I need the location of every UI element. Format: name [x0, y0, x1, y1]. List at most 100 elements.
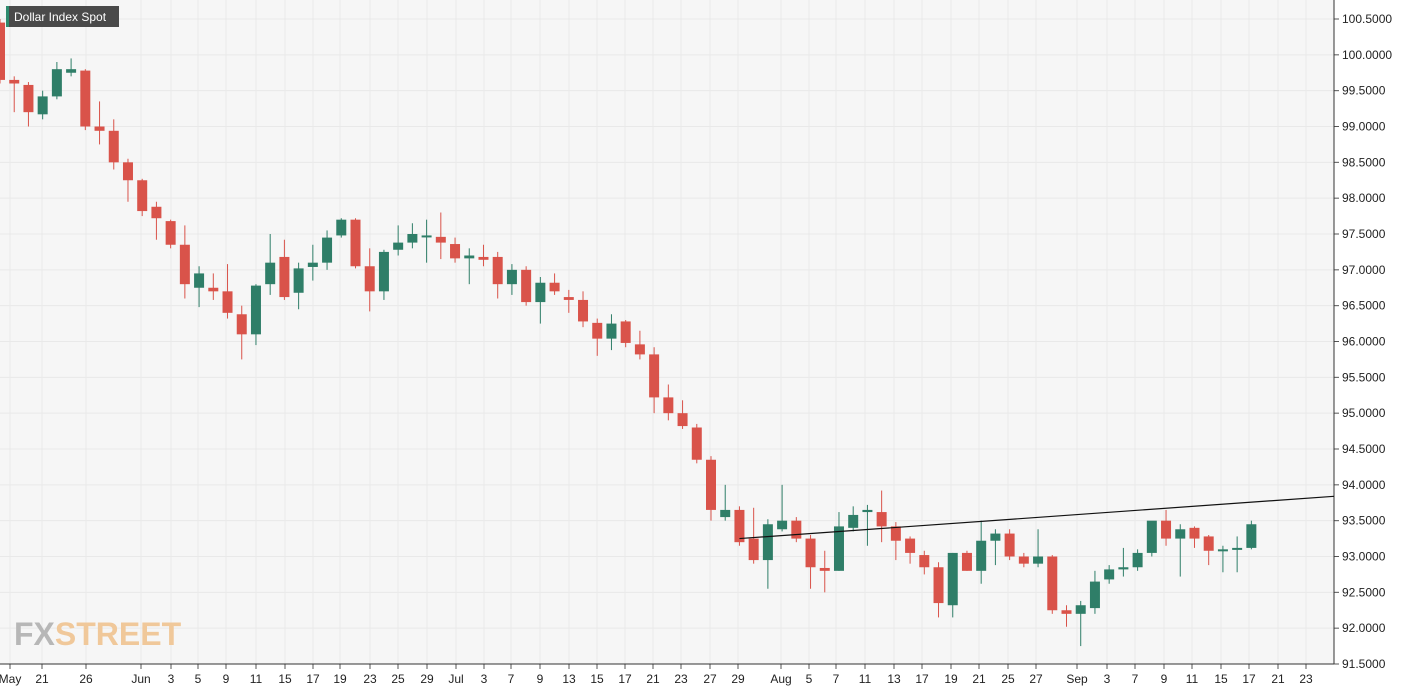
- logo-street: STREET: [54, 616, 182, 652]
- x-tick-label: 11: [250, 672, 263, 686]
- y-tick-label: 95.5000: [1342, 370, 1386, 384]
- x-tick-label: 11: [1186, 672, 1199, 686]
- x-tick-label: 15: [1214, 672, 1228, 686]
- x-tick-label: 25: [391, 672, 405, 686]
- y-tick-label: 98.5000: [1342, 155, 1386, 169]
- candle-body-up: [1118, 567, 1129, 570]
- candle-body-up: [1075, 605, 1086, 614]
- candle-body-down: [734, 509, 745, 543]
- candle-body-down: [80, 70, 91, 127]
- x-tick-label: 23: [363, 672, 377, 686]
- x-tick-label: 17: [915, 672, 929, 686]
- x-tick-label: 25: [1001, 672, 1015, 686]
- x-tick-label: 13: [562, 672, 576, 686]
- candle-body-up: [51, 69, 62, 97]
- candle-body-up: [37, 96, 48, 115]
- x-tick-label: Jun: [131, 672, 150, 686]
- candle-body-down: [450, 244, 461, 259]
- candle-body-down: [208, 287, 219, 292]
- x-tick-label: 29: [731, 672, 745, 686]
- x-tick-label: 23: [674, 672, 688, 686]
- candle-body-down: [663, 397, 674, 414]
- x-tick-label: 23: [1299, 672, 1313, 686]
- x-tick-label: 19: [944, 672, 958, 686]
- candle-body-down: [1061, 610, 1072, 614]
- x-tick-label: 5: [806, 672, 813, 686]
- candle-body-down: [1004, 533, 1015, 557]
- candle-body-down: [634, 344, 645, 355]
- candle-body-down: [919, 555, 930, 568]
- x-tick-label: 7: [1132, 672, 1139, 686]
- candle-body-down: [122, 162, 133, 181]
- candle-body-up: [1104, 569, 1115, 580]
- candle-body-down: [549, 282, 560, 292]
- candle-body-down: [1161, 520, 1172, 539]
- x-tick-label: 7: [833, 672, 840, 686]
- y-tick-label: 100.5000: [1342, 12, 1392, 26]
- candle-body-up: [1217, 549, 1228, 552]
- candle-body-down: [1047, 556, 1058, 611]
- y-tick-label: 94.5000: [1342, 442, 1386, 456]
- candle-body-up: [506, 269, 517, 285]
- fxstreet-logo: FXSTREET: [14, 614, 181, 654]
- candle-body-down: [691, 427, 702, 460]
- candle-body-down: [492, 256, 503, 285]
- candle-body-up: [1089, 581, 1100, 609]
- x-tick-label: 13: [887, 672, 901, 686]
- x-tick-label: Aug: [770, 672, 791, 686]
- plot-background: [0, 0, 1334, 664]
- candle-body-down: [350, 219, 361, 267]
- candle-body-down: [805, 538, 816, 568]
- x-tick-label: May: [0, 672, 21, 686]
- x-tick-label: 17: [1242, 672, 1256, 686]
- candle-body-down: [890, 526, 901, 541]
- y-tick-label: 94.0000: [1342, 478, 1386, 492]
- candle-body-up: [1146, 520, 1157, 553]
- candle-body-up: [862, 509, 873, 513]
- y-tick-label: 91.5000: [1342, 657, 1386, 671]
- candle-body-down: [649, 354, 660, 398]
- candle-body-down: [1189, 527, 1200, 539]
- y-tick-label: 92.0000: [1342, 621, 1386, 635]
- candle-body-up: [535, 282, 546, 303]
- candle-body-up: [322, 237, 333, 263]
- candle-body-down: [677, 413, 688, 427]
- candle-body-up: [194, 273, 205, 288]
- x-tick-label: 17: [306, 672, 320, 686]
- x-tick-label: 19: [333, 672, 347, 686]
- candle-body-up: [66, 69, 77, 73]
- x-tick-label: 11: [859, 672, 872, 686]
- x-tick-label: 15: [278, 672, 292, 686]
- x-tick-label: 29: [420, 672, 434, 686]
- candle-body-down: [23, 84, 34, 113]
- candle-body-up: [393, 242, 404, 250]
- candle-body-down: [521, 269, 532, 303]
- x-tick-label: 3: [1104, 672, 1111, 686]
- x-tick-label: 9: [1161, 672, 1168, 686]
- candle-body-up: [976, 540, 987, 571]
- x-tick-label: 3: [168, 672, 175, 686]
- candle-body-down: [236, 314, 247, 335]
- title-badge: [6, 6, 119, 27]
- y-tick-label: 95.0000: [1342, 406, 1386, 420]
- candle-body-down: [165, 221, 176, 245]
- candle-body-down: [933, 567, 944, 604]
- candle-body-down: [1203, 536, 1214, 551]
- y-tick-label: 93.0000: [1342, 550, 1386, 564]
- x-tick-label: 21: [1271, 672, 1285, 686]
- candle-body-down: [279, 256, 290, 298]
- x-tick-label: 21: [646, 672, 660, 686]
- trendline: [739, 495, 1335, 540]
- x-tick-label: Jul: [448, 672, 463, 686]
- candle-body-down: [819, 567, 830, 571]
- y-tick-label: 99.5000: [1342, 84, 1386, 98]
- y-tick-label: 97.0000: [1342, 263, 1386, 277]
- candle-body-up: [293, 268, 304, 293]
- candle-body-down: [0, 22, 5, 80]
- candle-body-down: [961, 552, 972, 571]
- candle-body-up: [250, 285, 261, 335]
- y-tick-label: 98.0000: [1342, 191, 1386, 205]
- candle-body-down: [151, 206, 162, 219]
- candle-body-up: [833, 526, 844, 571]
- candle-body-down: [620, 321, 631, 343]
